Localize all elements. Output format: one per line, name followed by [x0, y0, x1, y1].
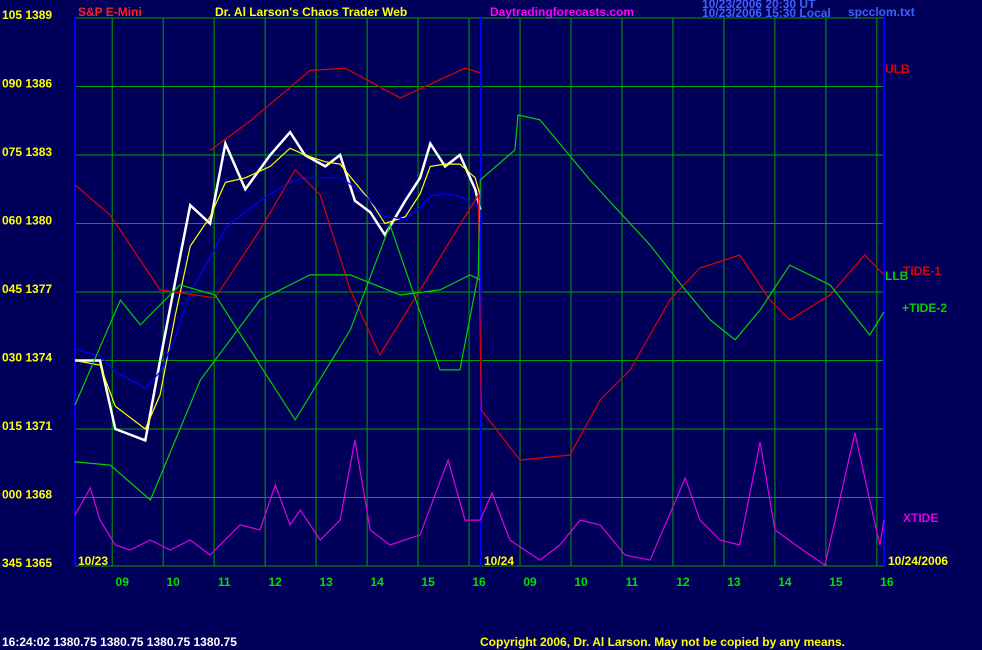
y-tick-label: 345 1365: [2, 556, 52, 570]
chart-title: Dr. Al Larson's Chaos Trader Web: [215, 5, 407, 19]
header-text: 16:24:02 1380.75 1380.75 1380.75 1380.75: [2, 635, 237, 649]
y-tick-label: 045 1377: [2, 282, 52, 296]
y-tick-label: 060 1380: [2, 214, 52, 228]
annotation: 10/23: [78, 554, 108, 568]
x-tick-label: 11: [626, 575, 639, 589]
annotation: TIDE-1: [903, 264, 941, 278]
header-text: Copyright 2006, Dr. Al Larson. May not b…: [480, 635, 845, 649]
series-line: [74, 114, 885, 422]
series-line: [74, 168, 885, 461]
annotation: 10/24: [484, 554, 514, 568]
series-line: [74, 147, 481, 430]
x-tick-label: 11: [218, 575, 231, 589]
x-tick-label: 16: [880, 575, 894, 589]
header-text: 10/23/2006 20:30 UT: [702, 0, 816, 11]
series-line: [209, 67, 481, 151]
x-tick-label: 15: [421, 575, 435, 589]
y-tick-label: 075 1383: [2, 145, 52, 159]
header-text: S&P E-Mini: [78, 5, 142, 19]
annotation: LLB: [885, 269, 909, 283]
header-text: Daytradingforecasts.com: [490, 5, 634, 19]
header-text: spcclom.txt: [848, 5, 915, 19]
header-text: 10/23/2006 15:30 Local: [702, 6, 831, 20]
annotation: ULB: [885, 62, 910, 76]
x-tick-label: 09: [116, 575, 130, 589]
x-tick-label: 13: [727, 575, 741, 589]
x-tick-label: 16: [472, 575, 486, 589]
series-line: [74, 432, 885, 567]
series-line: [74, 177, 481, 389]
y-tick-label: 000 1368: [2, 488, 52, 502]
x-tick-label: 09: [523, 575, 537, 589]
annotation: XTIDE: [903, 511, 938, 525]
x-tick-label: 12: [676, 575, 690, 589]
y-tick-label: 090 1386: [2, 77, 52, 91]
annotation: +TIDE-2: [902, 301, 947, 315]
y-tick-label: 015 1371: [2, 419, 52, 433]
x-tick-label: 10: [574, 575, 588, 589]
annotation: 10/24/2006: [888, 554, 948, 568]
x-tick-label: 14: [370, 575, 384, 589]
x-tick-label: 14: [778, 575, 792, 589]
y-tick-label: 105 1389: [2, 8, 52, 22]
y-tick-label: 030 1374: [2, 351, 52, 365]
x-tick-label: 13: [319, 575, 333, 589]
x-tick-label: 12: [268, 575, 282, 589]
x-tick-label: 10: [167, 575, 181, 589]
x-tick-label: 15: [829, 575, 843, 589]
series-line: [74, 274, 481, 501]
